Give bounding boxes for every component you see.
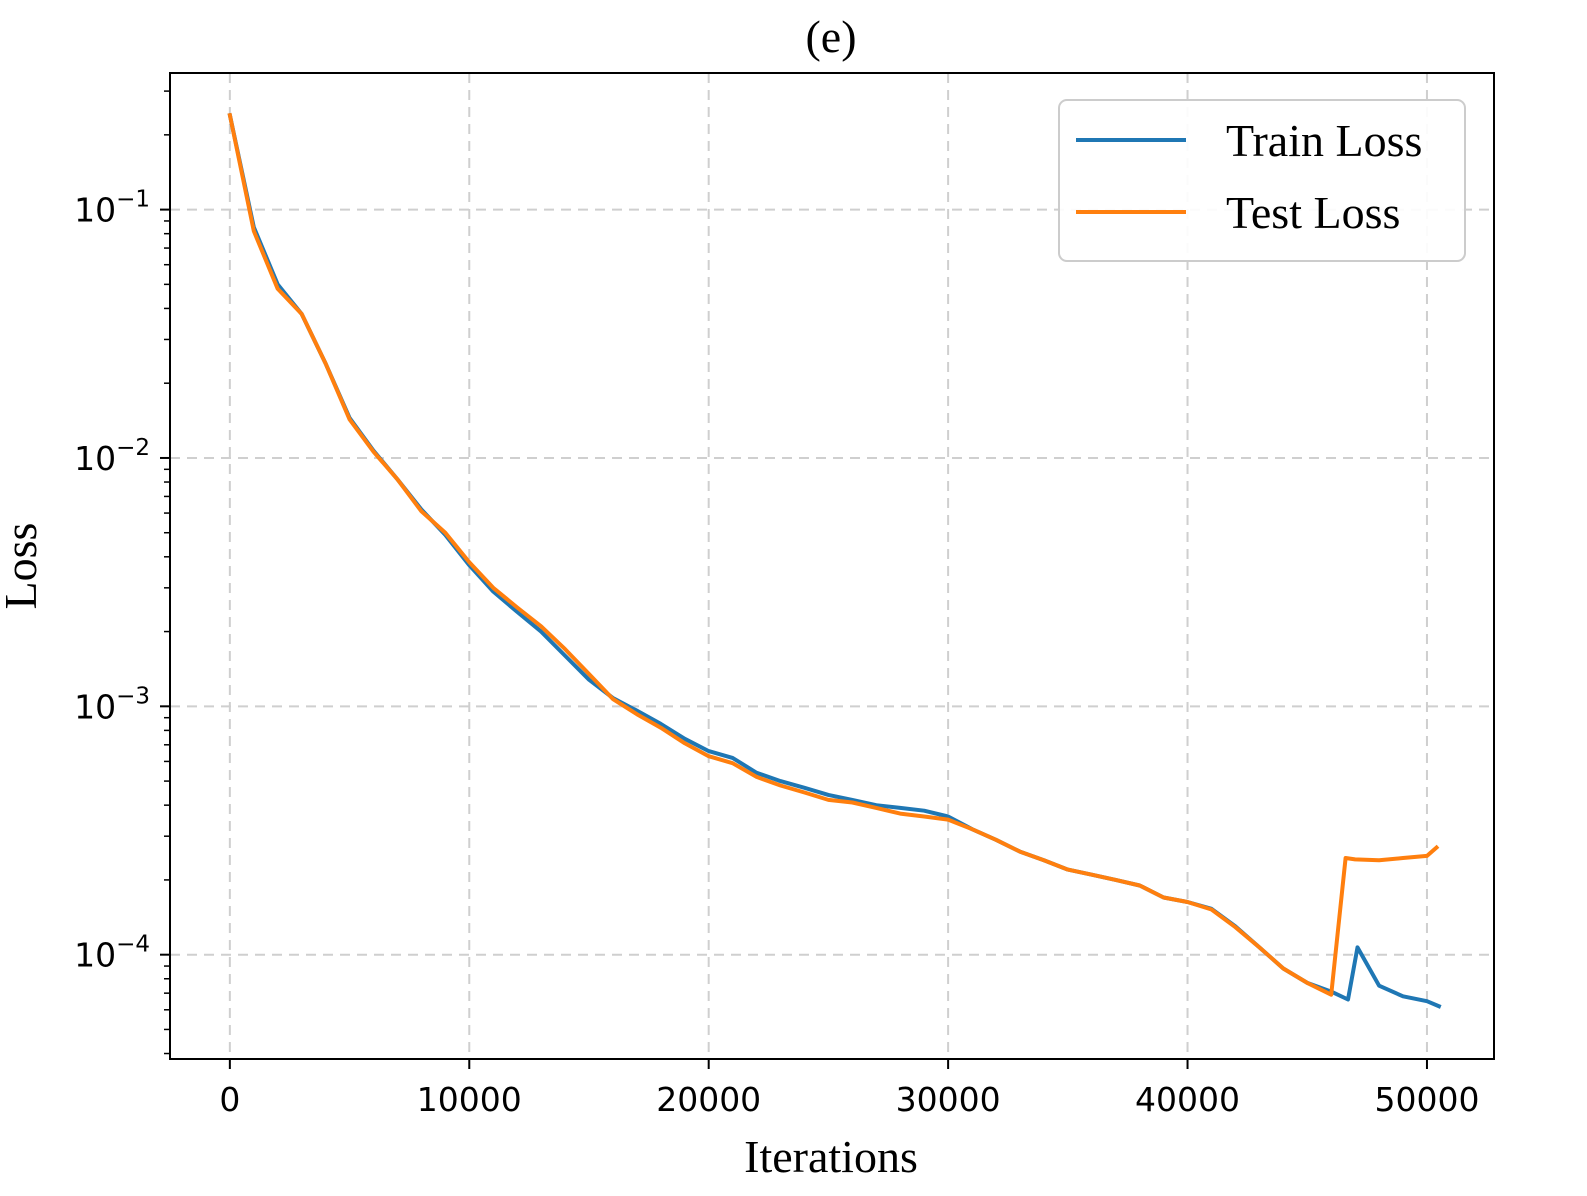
y-axis-label: Loss xyxy=(0,523,46,610)
y-tick-label: 10−1 xyxy=(74,187,150,230)
tick-layer: 0 10000 20000 30000 40000 50000 10−1 10−2 10−3 10… xyxy=(74,90,1479,1119)
x-tick-label: 0 xyxy=(219,1080,240,1119)
x-tick-label: 30000 xyxy=(896,1080,1001,1119)
x-tick-label: 40000 xyxy=(1135,1080,1240,1119)
legend-label-train-loss: Train Loss xyxy=(1226,115,1422,166)
chart-title: (e) xyxy=(805,11,856,62)
y-tick-label: 10−4 xyxy=(74,932,150,975)
y-tick-label: 10−3 xyxy=(74,683,150,726)
x-tick-label: 10000 xyxy=(417,1080,522,1119)
series-layer xyxy=(227,112,1442,1009)
x-tick-label: 20000 xyxy=(656,1080,761,1119)
series-line-test-loss xyxy=(227,112,1440,997)
x-axis-label: Iterations xyxy=(744,1131,918,1182)
plot-frame xyxy=(169,72,1495,1060)
legend-label-test-loss: Test Loss xyxy=(1226,187,1400,238)
y-tick-label: 10−2 xyxy=(74,435,150,478)
x-tick-label: 50000 xyxy=(1374,1080,1479,1119)
legend: Train Loss Test Loss xyxy=(1058,99,1466,262)
